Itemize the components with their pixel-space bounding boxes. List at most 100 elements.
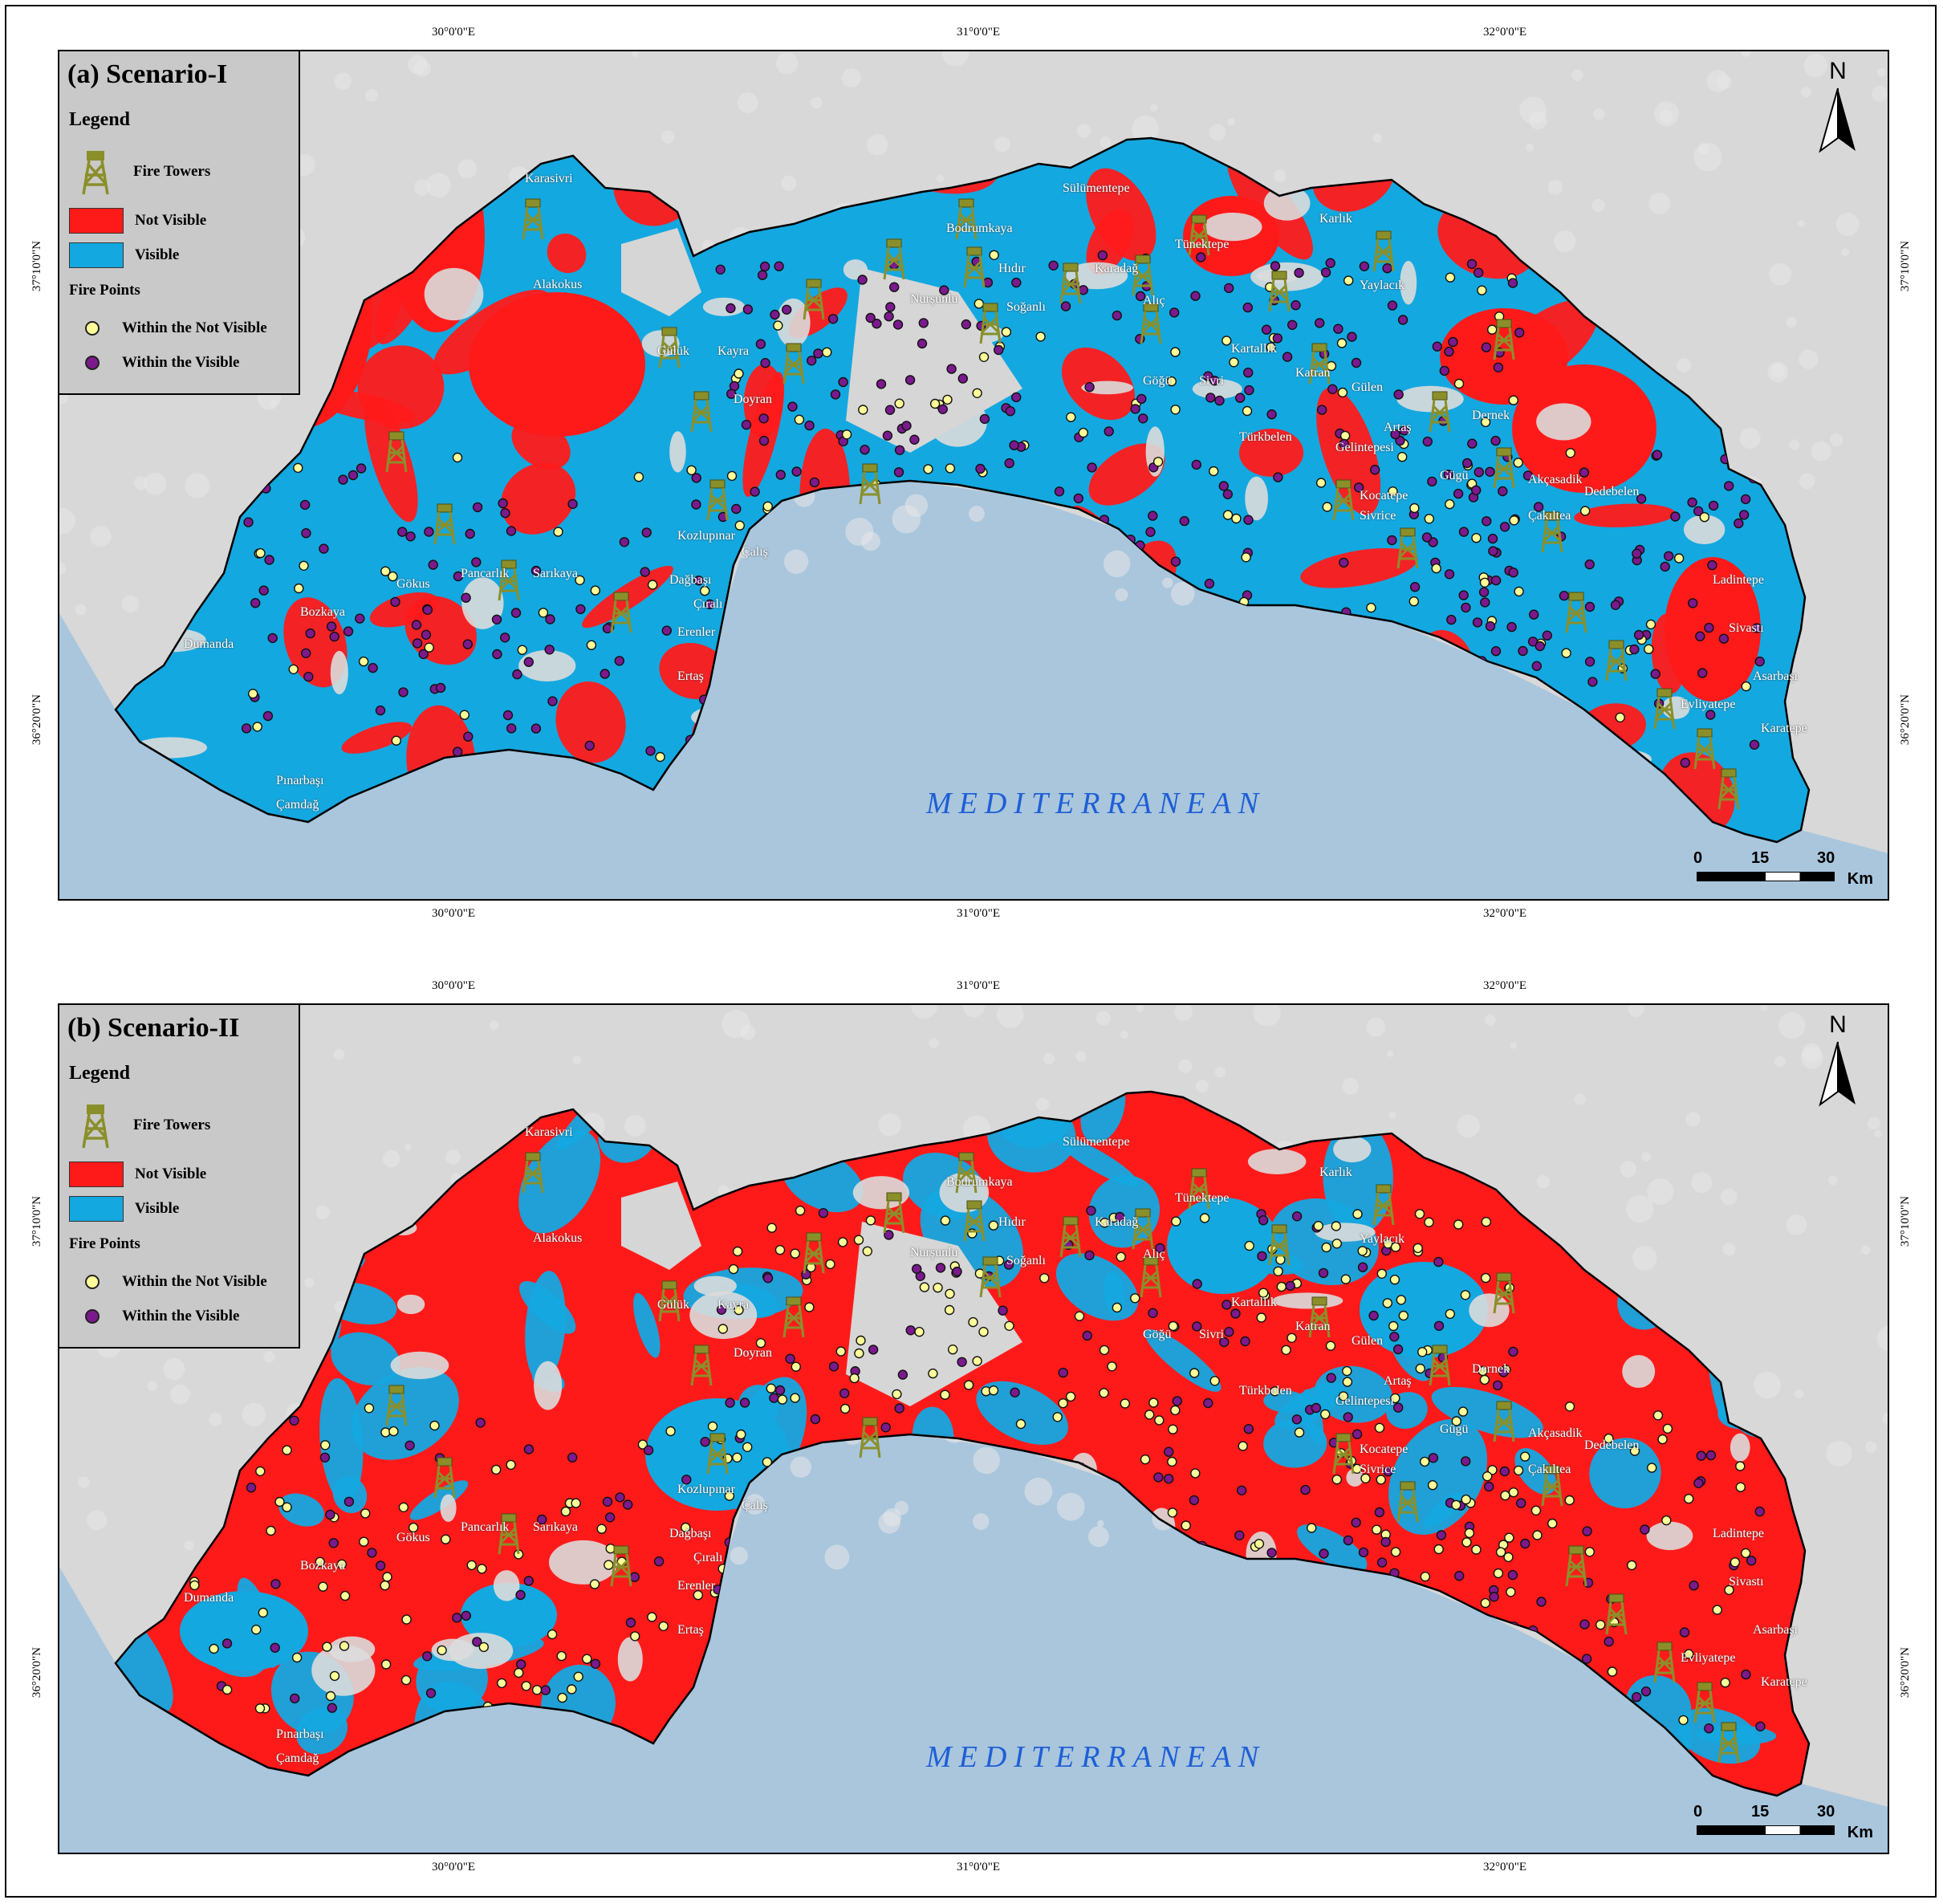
fire-point-not-visible xyxy=(553,527,563,537)
fire-point-visible xyxy=(1755,1721,1766,1731)
place-label: Erenler xyxy=(677,625,716,639)
fire-point-not-visible xyxy=(1374,1422,1385,1433)
fire-point-visible xyxy=(828,1361,839,1372)
fire-point-visible xyxy=(623,1499,633,1510)
fire-point-visible xyxy=(909,434,920,445)
terrain-shade xyxy=(783,549,809,574)
visibility-patch xyxy=(319,1378,364,1503)
fire-point-visible xyxy=(1490,646,1502,657)
fire-point-visible xyxy=(872,319,882,329)
fire-point-not-visible xyxy=(1382,1298,1393,1308)
fire-tower-icon xyxy=(1565,592,1587,633)
fire-point-visible xyxy=(739,1397,750,1408)
terrain-shade xyxy=(1786,316,1797,328)
scale-bar-graphic xyxy=(1697,1825,1835,1835)
fire-point-visible xyxy=(1696,1450,1706,1461)
place-label: Hıdır xyxy=(998,262,1026,275)
terrain-shade xyxy=(1830,433,1843,446)
legend-label: Visible xyxy=(135,246,180,263)
place-label: Karadağ xyxy=(1095,1215,1139,1229)
fire-point-visible xyxy=(1705,1450,1717,1461)
fire-tower-icon xyxy=(1493,447,1515,489)
terrain-shade xyxy=(457,159,478,179)
fire-point-not-visible xyxy=(978,352,990,362)
fire-point-visible xyxy=(775,470,786,480)
fire-point-not-visible xyxy=(1112,1302,1123,1313)
fire-point-not-visible xyxy=(865,1215,876,1226)
fire-point-not-visible xyxy=(1720,1678,1730,1688)
fire-point-not-visible xyxy=(282,1445,292,1455)
sea-area xyxy=(59,481,1888,899)
unclassified-area xyxy=(424,267,484,321)
fire-point-visible xyxy=(742,304,754,315)
fire-point-visible xyxy=(1203,1397,1213,1409)
fire-point-visible xyxy=(1444,346,1454,357)
place-label: Karlık xyxy=(1319,1166,1352,1179)
legend-label: Fire Towers xyxy=(133,1117,211,1133)
fire-point-visible xyxy=(993,344,1004,356)
fire-point-not-visible xyxy=(1231,513,1242,524)
fire-point-visible xyxy=(726,389,737,399)
place-label: Dumanda xyxy=(184,1591,234,1605)
fire-point-visible xyxy=(885,302,896,312)
place-label: Gökus xyxy=(396,577,430,591)
terrain-shade xyxy=(1554,230,1576,253)
terrain-shade xyxy=(624,1115,646,1137)
fire-point-not-visible xyxy=(1615,712,1625,722)
fire-point-visible xyxy=(1687,598,1698,608)
fire-point-visible xyxy=(1640,1524,1650,1535)
fire-point-visible xyxy=(355,613,365,624)
terrain-shade xyxy=(1096,1520,1104,1528)
fire-point-visible xyxy=(299,499,311,511)
terrain-shade xyxy=(1841,248,1850,257)
fire-point-not-visible xyxy=(734,520,745,531)
fire-point-visible xyxy=(1697,668,1708,678)
fire-point-not-visible xyxy=(1514,586,1524,597)
fire-point-not-visible xyxy=(700,585,710,596)
fire-point-not-visible xyxy=(1287,1332,1297,1343)
fire-point-not-visible xyxy=(1486,324,1498,335)
visibility-patch xyxy=(555,681,626,763)
terrain-shade xyxy=(1769,262,1792,286)
place-label: Kartallık xyxy=(1231,1296,1277,1309)
fire-point-visible xyxy=(645,746,656,756)
fire-point-visible xyxy=(1490,435,1501,446)
fire-point-visible xyxy=(1266,1548,1277,1558)
longitude-label-bottom: 30°0'0"E xyxy=(432,1861,475,1873)
fire-point-not-visible xyxy=(1414,1209,1425,1219)
fire-point-visible xyxy=(1582,1526,1592,1536)
fire-point-not-visible xyxy=(1413,1243,1423,1254)
fire-point-visible xyxy=(661,625,672,636)
terrain-shade xyxy=(661,130,675,144)
fire-point-not-visible xyxy=(380,566,391,576)
fire-point-not-visible xyxy=(320,1440,331,1450)
fire-point-not-visible xyxy=(1167,1507,1178,1518)
place-label: Akçasadik xyxy=(1528,1426,1583,1440)
legend-label: Within the Not Visible xyxy=(122,319,267,336)
terrain-shade xyxy=(1799,349,1819,369)
fire-point-visible xyxy=(1282,352,1293,362)
fire-point-visible xyxy=(641,527,652,538)
fire-point-visible xyxy=(1738,510,1750,520)
fire-point-not-visible xyxy=(1321,1242,1331,1253)
fire-point-visible xyxy=(1433,1256,1444,1267)
fire-point-visible xyxy=(785,1353,795,1364)
fire-point-visible xyxy=(1741,1669,1751,1680)
fire-point-not-visible xyxy=(1065,1391,1076,1402)
fire-point-visible xyxy=(1148,511,1158,521)
visibility-patch xyxy=(1055,1135,1140,1187)
fire-point-visible xyxy=(1257,1251,1267,1262)
fire-point-visible xyxy=(1244,384,1254,396)
fire-point-visible xyxy=(1472,617,1483,628)
fire-point-visible xyxy=(270,1579,281,1589)
fire-point-visible xyxy=(741,420,752,430)
place-label: Gülen xyxy=(1352,1334,1384,1348)
terrain-shade xyxy=(1457,1114,1480,1138)
fire-point-not-visible xyxy=(804,1302,815,1312)
fire-point-visible xyxy=(1581,1654,1592,1664)
legend-item-within-visible: Within the Visible xyxy=(69,354,239,372)
fire-point-not-visible xyxy=(1148,1397,1159,1408)
fire-point-not-visible xyxy=(1626,1560,1637,1571)
fire-point-not-visible xyxy=(945,1288,955,1299)
fire-point-not-visible xyxy=(1730,1557,1741,1568)
